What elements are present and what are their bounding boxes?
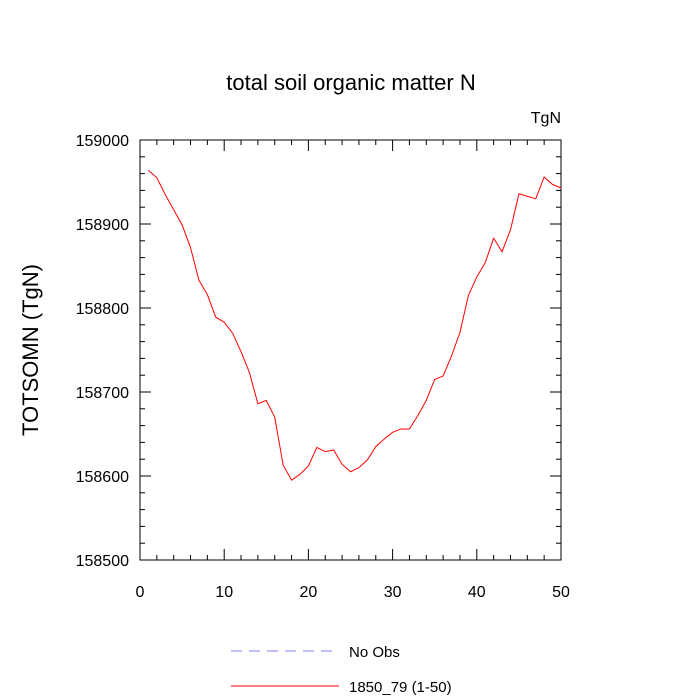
y-tick-label: 158700 <box>76 385 129 402</box>
legend-label: No Obs <box>349 644 400 661</box>
x-tick-label: 40 <box>468 584 486 601</box>
y-tick-label: 158500 <box>76 553 129 570</box>
legend: No Obs 1850_79 (1-50) <box>231 644 452 696</box>
series-line <box>148 169 562 481</box>
x-tick-label: 30 <box>384 584 402 601</box>
y-tick-label: 158800 <box>76 301 129 318</box>
minor-ticks <box>140 140 561 560</box>
y-tick-label: 159000 <box>76 133 129 150</box>
legend-label: 1850_79 (1-50) <box>349 679 452 696</box>
plot-frame <box>139 139 562 561</box>
y-tick-label: 158900 <box>76 217 129 234</box>
y-tick-label: 158600 <box>76 469 129 486</box>
chart-title: total soil organic matter N <box>226 70 475 95</box>
x-tick-label: 10 <box>215 584 233 601</box>
x-tick-label: 0 <box>136 584 145 601</box>
units-label: TgN <box>531 110 561 127</box>
major-ticks <box>139 139 562 561</box>
y-tick-labels: 158500 158600 158700 158800 158900 159000 <box>76 133 129 570</box>
x-tick-labels: 0 10 20 30 40 50 <box>136 584 570 601</box>
series-lines <box>148 169 562 481</box>
x-tick-label: 50 <box>552 584 570 601</box>
x-tick-label: 20 <box>300 584 318 601</box>
y-axis-label: TOTSOMN (TgN) <box>18 264 43 436</box>
